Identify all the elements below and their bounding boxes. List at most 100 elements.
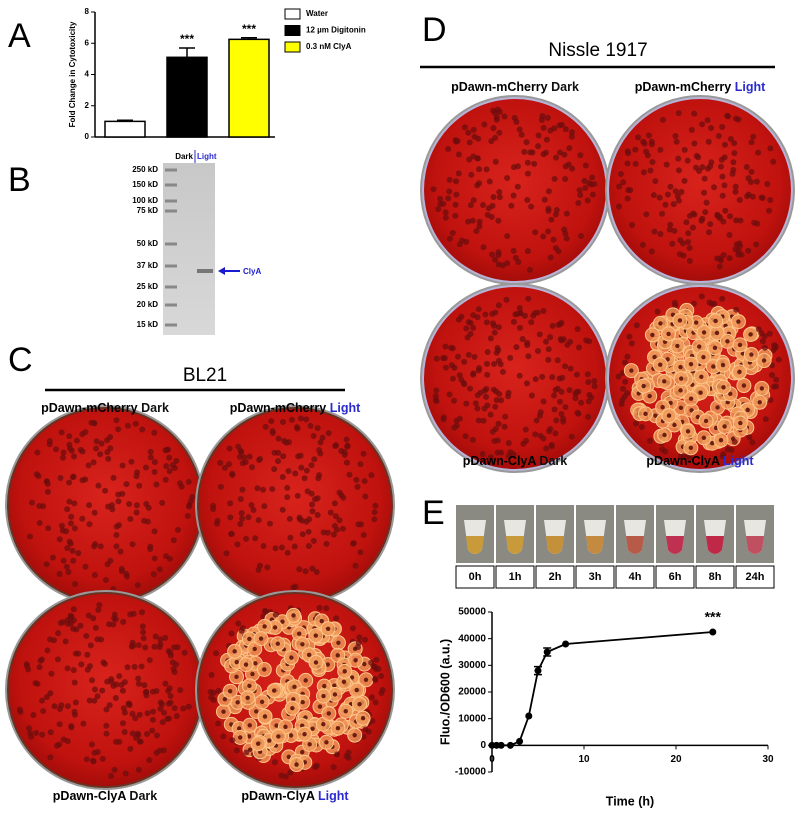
colony — [680, 252, 687, 259]
colony — [104, 449, 111, 456]
colony — [563, 210, 570, 217]
plate — [420, 95, 610, 285]
colony — [442, 343, 449, 350]
colony — [167, 699, 174, 706]
colony — [624, 160, 631, 167]
colony — [514, 163, 521, 170]
colony — [228, 630, 235, 637]
colony — [678, 189, 685, 196]
colony — [540, 124, 547, 131]
time-box — [455, 565, 495, 589]
colony — [712, 345, 718, 351]
colony — [321, 693, 326, 699]
colony — [767, 196, 774, 203]
time-label: 8h — [709, 571, 722, 583]
colony — [55, 630, 62, 637]
colony — [317, 439, 324, 446]
colony — [748, 168, 755, 175]
colony — [372, 675, 379, 682]
colony — [498, 397, 505, 404]
colony — [135, 732, 142, 739]
colony — [83, 756, 90, 763]
colony — [647, 437, 654, 444]
colony — [442, 214, 449, 221]
colony — [524, 159, 531, 166]
colony — [292, 470, 299, 477]
colony — [140, 635, 147, 642]
colony — [339, 525, 346, 532]
colony — [476, 223, 483, 230]
colony — [551, 175, 558, 182]
colony — [547, 334, 554, 341]
colony — [52, 446, 59, 453]
colony — [325, 662, 331, 667]
colony — [453, 191, 460, 198]
colony — [463, 325, 470, 332]
colony — [91, 543, 98, 550]
colony — [332, 513, 339, 520]
colony — [306, 652, 312, 658]
colony — [237, 495, 244, 502]
colony — [300, 749, 305, 755]
colony — [525, 295, 532, 302]
colony — [69, 547, 76, 554]
colony — [278, 544, 285, 551]
colony — [143, 692, 150, 699]
colony — [508, 202, 515, 209]
colony — [449, 375, 456, 382]
colony — [40, 708, 47, 715]
colony — [568, 133, 575, 140]
colony — [217, 459, 224, 466]
colony — [652, 178, 659, 185]
colony — [300, 699, 305, 705]
time-label: 2h — [549, 571, 562, 583]
colony — [70, 473, 77, 480]
colony — [297, 415, 304, 422]
colony — [513, 344, 520, 351]
colony — [701, 435, 707, 440]
colony — [73, 437, 80, 444]
colony — [60, 557, 67, 564]
colony — [316, 446, 323, 453]
plate-label: pDawn-mCherry Light — [230, 401, 361, 415]
colony — [690, 300, 697, 307]
colony — [70, 625, 77, 632]
colony — [49, 554, 56, 561]
tube-liquid — [626, 536, 644, 554]
colony — [496, 189, 503, 196]
colony — [753, 178, 760, 185]
colony — [479, 451, 486, 458]
colony — [695, 414, 701, 420]
time-box — [655, 565, 695, 589]
colony — [363, 677, 369, 682]
colony — [523, 437, 530, 444]
colony — [144, 710, 151, 717]
y-axis-label: Fluo./OD600 (a.u.) — [438, 639, 452, 745]
colony — [353, 476, 360, 483]
colony — [748, 332, 753, 337]
point — [525, 712, 533, 720]
colony — [731, 150, 738, 157]
ladder-band — [165, 209, 177, 213]
colony — [749, 439, 756, 446]
arrow-head — [218, 267, 225, 275]
colony — [483, 319, 490, 326]
colony — [233, 747, 240, 754]
colony — [167, 692, 174, 699]
colony — [352, 732, 357, 738]
colony — [721, 385, 726, 390]
colony — [345, 754, 352, 761]
colony — [171, 705, 178, 712]
colony — [135, 680, 142, 687]
colony — [138, 609, 145, 616]
colony — [688, 126, 695, 133]
colony — [140, 629, 147, 636]
colony — [635, 134, 642, 141]
colony — [554, 385, 561, 392]
colony — [56, 721, 63, 728]
colony — [317, 704, 323, 709]
colony — [474, 405, 481, 412]
colony — [310, 432, 317, 439]
ladder-band — [165, 323, 177, 327]
colony — [79, 515, 86, 522]
